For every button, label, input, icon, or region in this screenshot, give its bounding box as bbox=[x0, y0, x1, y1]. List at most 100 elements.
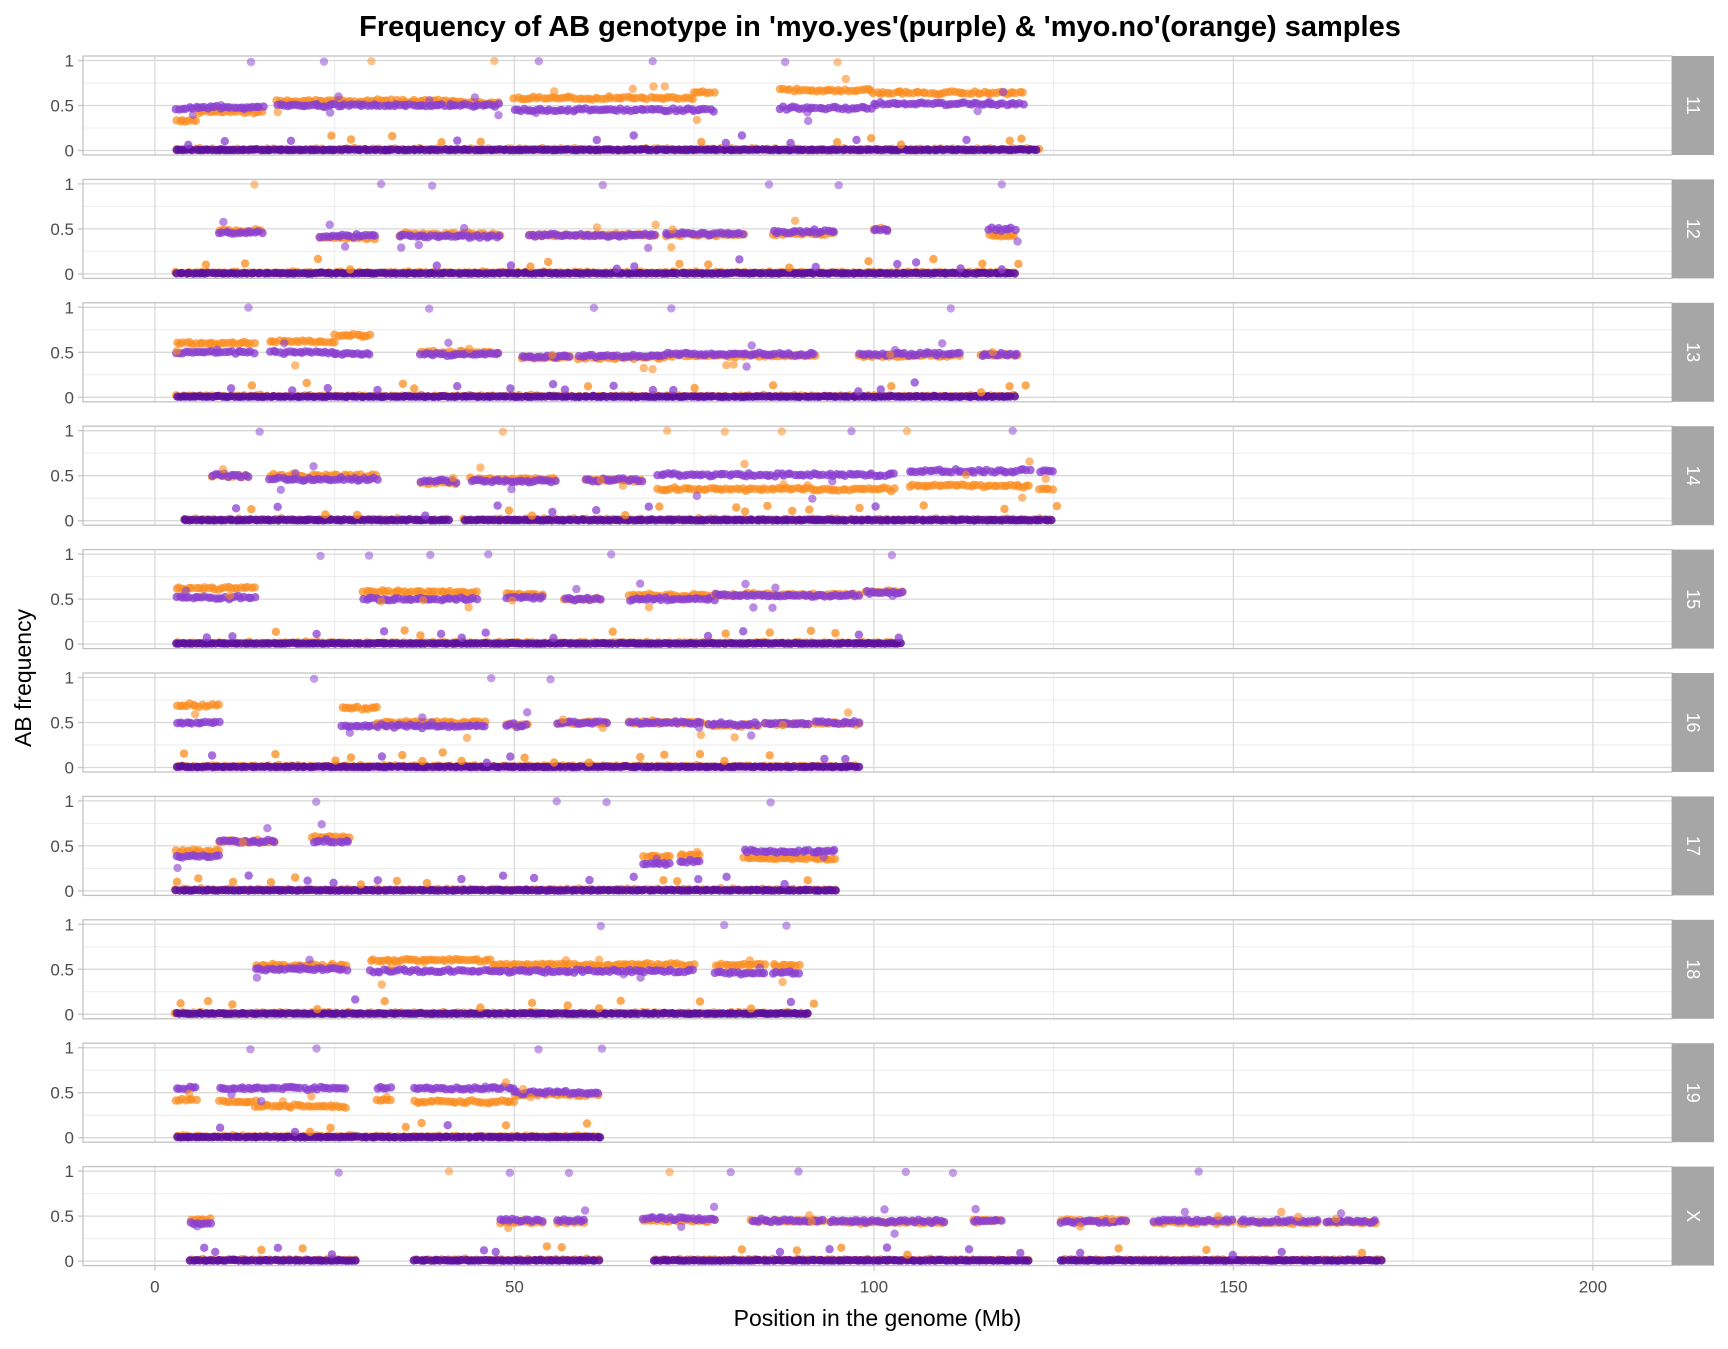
myo-no-point bbox=[636, 753, 644, 761]
outlier-point bbox=[695, 723, 703, 731]
outlier-point bbox=[255, 428, 263, 436]
myo-yes-point bbox=[704, 632, 712, 640]
outlier-point bbox=[367, 57, 375, 65]
myo-yes-point bbox=[380, 627, 388, 635]
outlier-point bbox=[572, 585, 580, 593]
outlier-point bbox=[644, 244, 652, 252]
myo-no-point bbox=[710, 88, 718, 96]
myo-yes-point bbox=[538, 592, 546, 600]
myo-no-point bbox=[410, 384, 418, 392]
myo-no-point bbox=[788, 507, 796, 515]
myo-yes-point bbox=[365, 350, 373, 358]
outlier-point bbox=[778, 427, 786, 435]
outlier-point bbox=[476, 463, 484, 471]
outlier-point bbox=[428, 182, 436, 190]
outlier-point bbox=[747, 731, 755, 739]
outlier-point bbox=[781, 58, 789, 66]
myo-no-point bbox=[347, 753, 355, 761]
outlier-point bbox=[962, 471, 970, 479]
myo-yes-point bbox=[1011, 269, 1019, 277]
outlier-point bbox=[640, 364, 648, 372]
myo-yes-point bbox=[753, 721, 761, 729]
y-tick-label: 0.5 bbox=[50, 590, 74, 609]
outlier-point bbox=[697, 731, 705, 739]
outlier-point bbox=[749, 603, 757, 611]
myo-no-point bbox=[867, 134, 875, 142]
outlier-point bbox=[607, 550, 615, 558]
myo-no-point bbox=[366, 331, 374, 339]
outlier-point bbox=[238, 103, 246, 111]
myo-no-point bbox=[929, 255, 937, 263]
myo-yes-point bbox=[495, 232, 503, 240]
outlier-point bbox=[508, 596, 516, 604]
myo-no-point bbox=[1024, 482, 1032, 490]
myo-yes-point bbox=[593, 136, 601, 144]
outlier-point bbox=[974, 107, 982, 115]
myo-yes-point bbox=[522, 720, 530, 728]
outlier-point bbox=[989, 348, 997, 356]
myo-no-point bbox=[621, 511, 629, 519]
outlier-point bbox=[418, 713, 426, 721]
myo-yes-point bbox=[483, 759, 491, 767]
myo-no-point bbox=[1005, 382, 1013, 390]
outlier-point bbox=[742, 362, 750, 370]
myo-yes-point bbox=[184, 141, 192, 149]
myo-no-point bbox=[763, 502, 771, 510]
myo-no-point bbox=[920, 501, 928, 509]
outlier-point bbox=[886, 351, 894, 359]
myo-no-point bbox=[215, 700, 223, 708]
outlier-point bbox=[247, 58, 255, 66]
myo-yes-point bbox=[1049, 467, 1057, 475]
myo-yes-point bbox=[739, 627, 747, 635]
myo-yes-point bbox=[630, 262, 638, 270]
myo-yes-point bbox=[1012, 350, 1020, 358]
outlier-point bbox=[649, 57, 657, 65]
y-tick-label: 0 bbox=[65, 388, 74, 407]
outlier-point bbox=[663, 427, 671, 435]
myo-yes-point bbox=[855, 631, 863, 639]
myo-yes-point bbox=[739, 230, 747, 238]
myo-no-point bbox=[1049, 485, 1057, 493]
outlier-point bbox=[217, 101, 225, 109]
myo-no-point bbox=[1014, 260, 1022, 268]
myo-no-point bbox=[400, 626, 408, 634]
outlier-point bbox=[419, 596, 427, 604]
myo-yes-point bbox=[373, 386, 381, 394]
myo-no-point bbox=[398, 751, 406, 759]
myo-no-point bbox=[439, 748, 447, 756]
myo-yes-point bbox=[561, 385, 569, 393]
y-tick-label: 1 bbox=[65, 669, 74, 688]
myo-no-point bbox=[660, 751, 668, 759]
outlier-point bbox=[593, 223, 601, 231]
outlier-point bbox=[213, 346, 221, 354]
myo-no-point bbox=[766, 751, 774, 759]
myo-no-point bbox=[766, 628, 774, 636]
myo-yes-point bbox=[208, 751, 216, 759]
outlier-point bbox=[523, 708, 531, 716]
outlier-point bbox=[309, 462, 317, 470]
myo-yes-point bbox=[549, 634, 557, 642]
myo-yes-point bbox=[854, 387, 862, 395]
myo-no-point bbox=[247, 505, 255, 513]
y-tick-label: 0 bbox=[65, 759, 74, 778]
myo-no-point bbox=[321, 510, 329, 518]
myo-no-point bbox=[978, 260, 986, 268]
myo-no-point bbox=[1018, 88, 1026, 96]
outlier-point bbox=[365, 551, 373, 559]
outlier-point bbox=[730, 360, 738, 368]
myo-yes-point bbox=[251, 593, 259, 601]
myo-yes-point bbox=[820, 755, 828, 763]
outlier-point bbox=[326, 108, 334, 116]
myo-yes-point bbox=[786, 139, 794, 147]
outlier-point bbox=[444, 339, 452, 347]
myo-no-point bbox=[544, 258, 552, 266]
outlier-point bbox=[460, 224, 468, 232]
outlier-point bbox=[804, 117, 812, 125]
outlier-point bbox=[649, 82, 657, 90]
outlier-point bbox=[291, 361, 299, 369]
myo-yes-point bbox=[911, 378, 919, 386]
outlier-point bbox=[1013, 237, 1021, 245]
y-tick-label: 1 bbox=[65, 298, 74, 317]
